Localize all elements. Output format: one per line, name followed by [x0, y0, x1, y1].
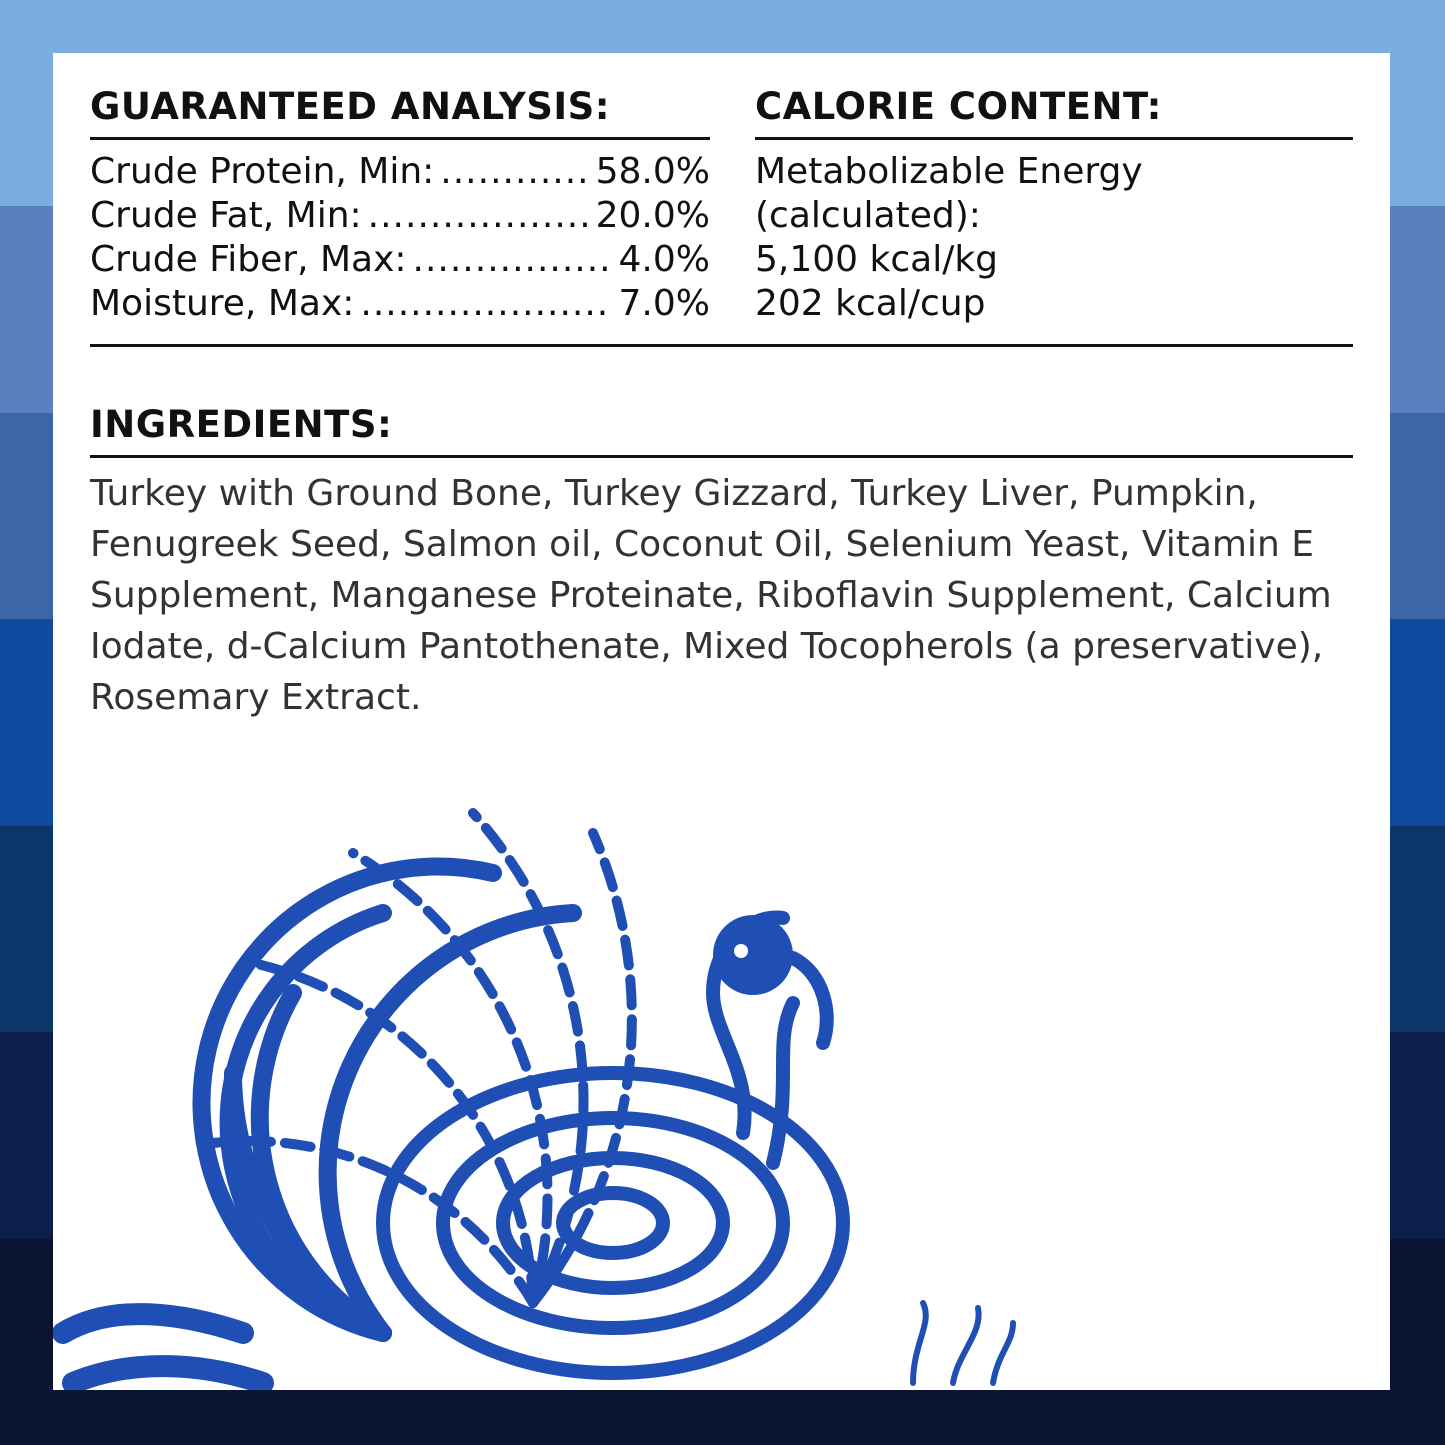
calorie-line: 5,100 kcal/kg	[755, 239, 999, 280]
analysis-label: Crude Protein, Min:	[90, 151, 435, 192]
calorie-line: (calculated):	[755, 195, 981, 236]
calorie-content: CALORIE CONTENT: Metabolizable Energy (c…	[755, 83, 1353, 326]
calorie-content-title: CALORIE CONTENT:	[755, 83, 1353, 140]
analysis-value: 58.0%	[595, 151, 710, 192]
analysis-label: Crude Fat, Min:	[90, 195, 362, 236]
analysis-value: 4.0%	[618, 239, 710, 280]
calorie-line: Metabolizable Energy	[755, 151, 1143, 192]
analysis-value: 7.0%	[618, 283, 710, 324]
analysis-row: Moisture, Max: 7.0%	[90, 282, 710, 326]
analysis-row: Crude Protein, Min: 58.0%	[90, 150, 710, 194]
calorie-line: 202 kcal/cup	[755, 283, 986, 324]
label-panel: GUARANTEED ANALYSIS: Crude Protein, Min:…	[53, 53, 1390, 1390]
analysis-label: Moisture, Max:	[90, 283, 355, 324]
ingredients-text: Turkey with Ground Bone, Turkey Gizzard,…	[90, 473, 1332, 718]
analysis-row: Crude Fat, Min: 20.0%	[90, 194, 710, 238]
guaranteed-analysis: GUARANTEED ANALYSIS: Crude Protein, Min:…	[90, 83, 710, 326]
leader-dots	[360, 282, 612, 326]
leader-dots	[440, 150, 589, 194]
analysis-value: 20.0%	[595, 195, 710, 236]
turkey-illustration	[53, 808, 1016, 1390]
analysis-label: Crude Fiber, Max:	[90, 239, 407, 280]
analysis-row: Crude Fiber, Max: 4.0%	[90, 238, 710, 282]
section-divider	[90, 344, 1353, 347]
leader-dots	[413, 238, 613, 282]
guaranteed-analysis-title: GUARANTEED ANALYSIS:	[90, 83, 710, 140]
ingredients-title: INGREDIENTS:	[90, 401, 1353, 458]
ingredients: INGREDIENTS: Turkey with Ground Bone, Tu…	[90, 401, 1353, 723]
leader-dots	[368, 194, 590, 238]
